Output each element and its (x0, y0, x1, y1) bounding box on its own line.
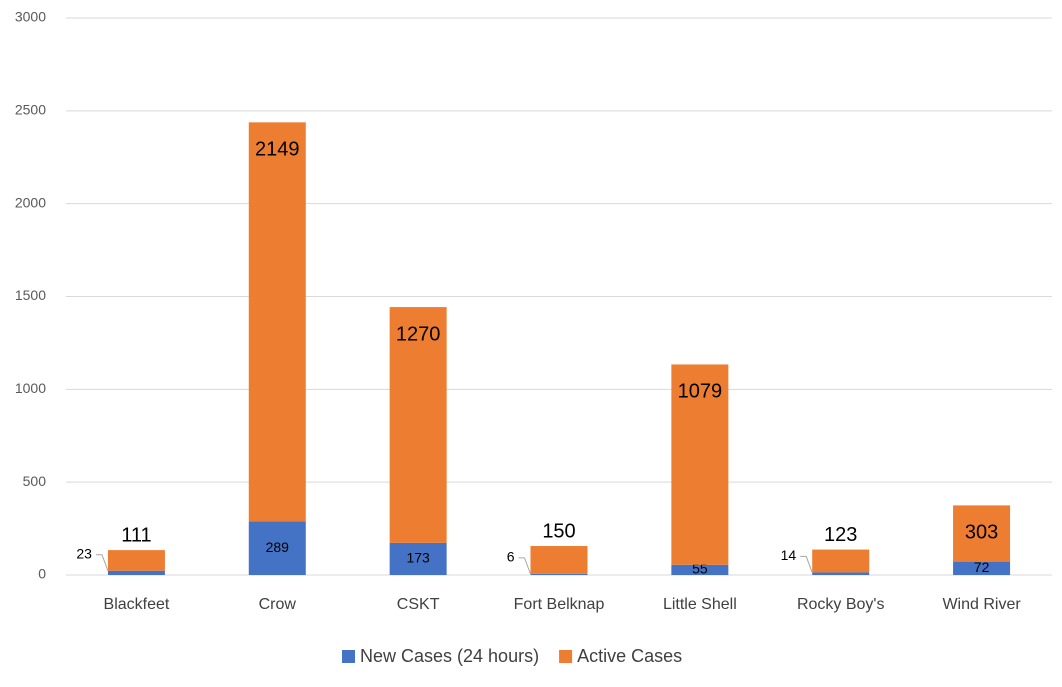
bar-segment (530, 546, 588, 574)
x-tick-label: CSKT (397, 596, 440, 613)
bar-segment (671, 364, 729, 565)
bar-segment (530, 573, 588, 575)
data-label: 150 (542, 520, 575, 542)
bar-segment (389, 542, 447, 575)
data-label: 303 (965, 522, 998, 544)
leader-line (800, 555, 813, 573)
bar-segment (107, 570, 165, 575)
y-tick-label: 3000 (15, 9, 46, 25)
data-label: 289 (266, 539, 290, 555)
y-tick-label: 500 (23, 473, 47, 489)
x-tick-label: Little Shell (663, 596, 737, 613)
legend-swatch (559, 650, 573, 663)
bar-segment (248, 122, 306, 522)
bar-segment (671, 564, 729, 575)
data-label: 123 (824, 524, 857, 546)
y-tick-label: 1500 (15, 287, 46, 303)
leader-line (518, 557, 531, 575)
x-tick-label: Fort Belknap (514, 596, 605, 613)
data-label: 14 (781, 547, 797, 563)
y-tick-label: 2500 (15, 102, 46, 118)
bar-segment (953, 561, 1011, 575)
legend-label: New Cases (24 hours) (360, 646, 539, 666)
data-label: 23 (76, 545, 92, 561)
legend-swatch (342, 650, 355, 663)
legend-label: Active Cases (577, 646, 682, 666)
bar-segment (248, 521, 306, 575)
x-tick-label: Rocky Boy's (797, 596, 885, 613)
x-tick-label: Blackfeet (104, 596, 170, 613)
data-label: 6 (507, 549, 515, 565)
bar-segment (389, 307, 447, 543)
y-tick-label: 0 (38, 566, 46, 582)
data-label: 72 (974, 559, 990, 575)
data-label: 1270 (396, 323, 441, 345)
data-label: 2149 (255, 139, 300, 161)
data-label: 1079 (678, 381, 723, 403)
y-tick-label: 1000 (15, 380, 46, 396)
x-tick-label: Crow (259, 596, 297, 613)
bar-segment (812, 549, 870, 573)
data-label: 111 (121, 524, 151, 546)
data-label: 173 (406, 550, 430, 566)
bar-segment (953, 505, 1011, 562)
x-tick-label: Wind River (942, 596, 1021, 613)
y-tick-label: 2000 (15, 194, 46, 210)
bar-segment (107, 550, 165, 571)
leader-line (95, 554, 109, 571)
bar-segment (812, 572, 870, 575)
